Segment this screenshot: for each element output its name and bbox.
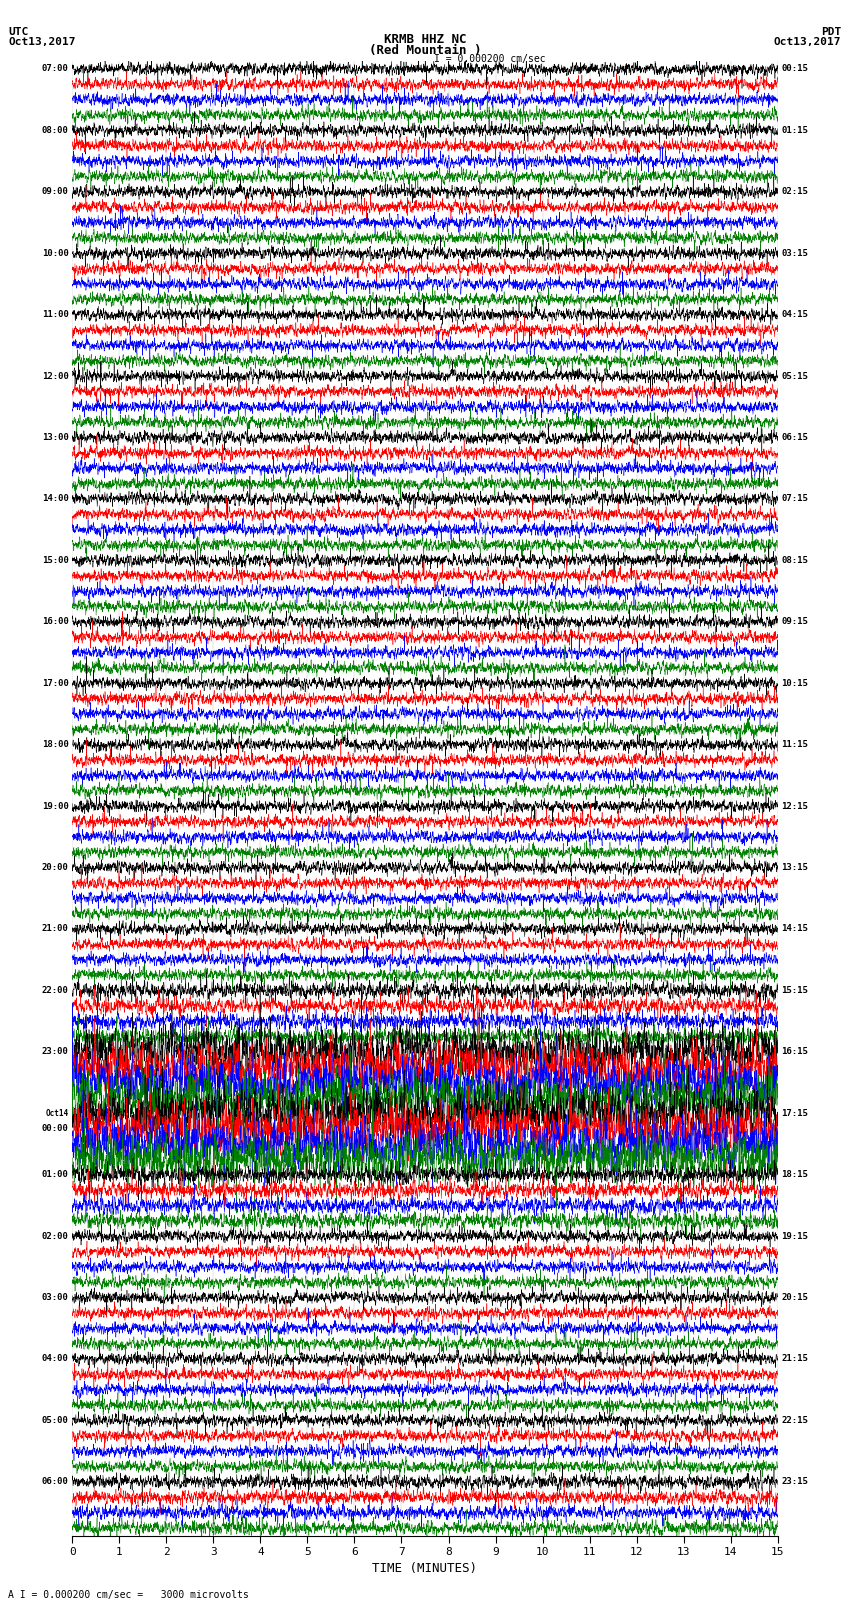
Text: 22:00: 22:00: [42, 986, 69, 995]
Text: 23:15: 23:15: [781, 1478, 808, 1486]
Text: 10:15: 10:15: [781, 679, 808, 687]
Text: Oct13,2017: Oct13,2017: [774, 37, 842, 47]
Text: 07:15: 07:15: [781, 495, 808, 503]
Text: 18:00: 18:00: [42, 740, 69, 748]
Text: 11:00: 11:00: [42, 310, 69, 319]
Text: 19:15: 19:15: [781, 1232, 808, 1240]
Text: 04:00: 04:00: [42, 1355, 69, 1363]
Text: UTC: UTC: [8, 27, 29, 37]
Text: 10:00: 10:00: [42, 248, 69, 258]
Text: 06:00: 06:00: [42, 1478, 69, 1486]
Text: 13:00: 13:00: [42, 432, 69, 442]
Text: 21:00: 21:00: [42, 924, 69, 934]
Text: 09:00: 09:00: [42, 187, 69, 197]
Text: 03:00: 03:00: [42, 1294, 69, 1302]
Text: Oct13,2017: Oct13,2017: [8, 37, 76, 47]
Text: 18:15: 18:15: [781, 1169, 808, 1179]
Text: (Red Mountain ): (Red Mountain ): [369, 44, 481, 58]
Text: 12:15: 12:15: [781, 802, 808, 811]
Text: 20:00: 20:00: [42, 863, 69, 873]
Text: 17:15: 17:15: [781, 1108, 808, 1118]
Text: 15:00: 15:00: [42, 556, 69, 565]
Text: 15:15: 15:15: [781, 986, 808, 995]
Text: 00:15: 00:15: [781, 65, 808, 74]
Text: 01:00: 01:00: [42, 1169, 69, 1179]
Text: 16:00: 16:00: [42, 618, 69, 626]
Text: 12:00: 12:00: [42, 371, 69, 381]
Text: 04:15: 04:15: [781, 310, 808, 319]
Text: 14:00: 14:00: [42, 495, 69, 503]
Text: 05:00: 05:00: [42, 1416, 69, 1424]
Text: 06:15: 06:15: [781, 432, 808, 442]
Text: 19:00: 19:00: [42, 802, 69, 811]
Text: 01:15: 01:15: [781, 126, 808, 135]
Text: 11:15: 11:15: [781, 740, 808, 748]
Text: 17:00: 17:00: [42, 679, 69, 687]
Text: 20:15: 20:15: [781, 1294, 808, 1302]
Text: 22:15: 22:15: [781, 1416, 808, 1424]
Text: 02:15: 02:15: [781, 187, 808, 197]
Text: 16:15: 16:15: [781, 1047, 808, 1057]
Text: A I = 0.000200 cm/sec =   3000 microvolts: A I = 0.000200 cm/sec = 3000 microvolts: [8, 1590, 249, 1600]
X-axis label: TIME (MINUTES): TIME (MINUTES): [372, 1561, 478, 1574]
Text: 23:00: 23:00: [42, 1047, 69, 1057]
Text: 21:15: 21:15: [781, 1355, 808, 1363]
Text: 14:15: 14:15: [781, 924, 808, 934]
Text: 02:00: 02:00: [42, 1232, 69, 1240]
Text: 08:00: 08:00: [42, 126, 69, 135]
Text: 13:15: 13:15: [781, 863, 808, 873]
Text: 09:15: 09:15: [781, 618, 808, 626]
Text: I = 0.000200 cm/sec: I = 0.000200 cm/sec: [434, 53, 545, 65]
Text: Oct14: Oct14: [46, 1108, 69, 1118]
Text: 00:00: 00:00: [42, 1124, 69, 1132]
Text: PDT: PDT: [821, 27, 842, 37]
Text: 07:00: 07:00: [42, 65, 69, 74]
Text: KRMB HHZ NC: KRMB HHZ NC: [383, 32, 467, 47]
Text: 08:15: 08:15: [781, 556, 808, 565]
Text: 03:15: 03:15: [781, 248, 808, 258]
Text: 05:15: 05:15: [781, 371, 808, 381]
